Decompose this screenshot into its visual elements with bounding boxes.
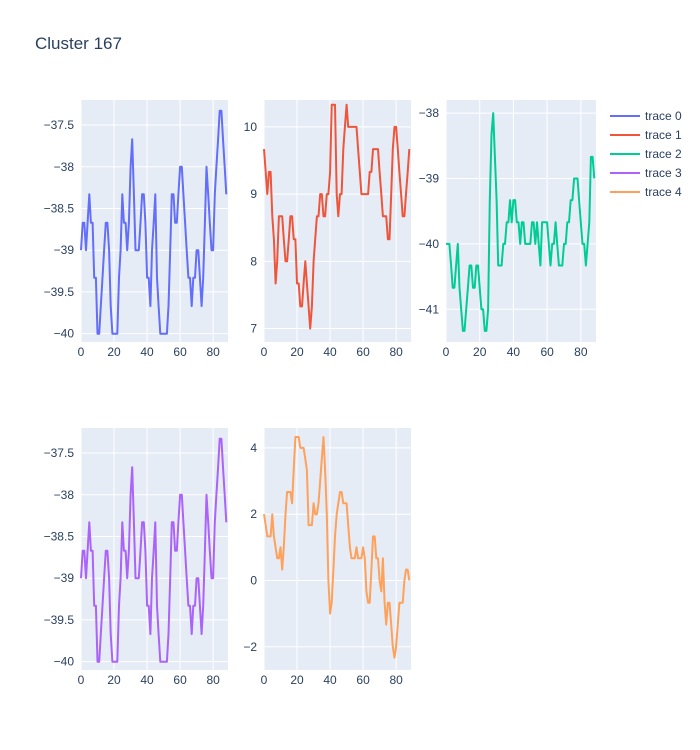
y-tick-label: −37.5: [44, 446, 75, 460]
legend-label: trace 1: [645, 127, 682, 142]
subplot-2[interactable]: 0 20 40 60 80 −38 −39 −40 −41: [419, 100, 596, 359]
x-tick-label: 0: [443, 345, 450, 359]
legend-swatch-icon: [610, 133, 640, 136]
x-tick-label: 20: [290, 345, 304, 359]
series-line-1[interactable]: [263, 103, 411, 330]
x-tick-label: 20: [107, 673, 121, 687]
subplot-0[interactable]: 0 20 40 60 80 −37.5 −38 −38.5 −39 −39.5 −40: [44, 100, 228, 359]
subplot-1[interactable]: 0 20 40 60 80 7 8 9 10: [244, 100, 411, 359]
legend-label: trace 2: [645, 146, 682, 161]
y-tick-label: 10: [244, 120, 258, 134]
legend-label: trace 0: [645, 108, 682, 123]
x-tick-label: 60: [173, 345, 187, 359]
y-tick-label: −37.5: [44, 118, 75, 132]
x-tick-label: 80: [389, 345, 403, 359]
x-tick-label: 20: [290, 673, 304, 687]
x-tick-label: 80: [389, 673, 403, 687]
legend-swatch-icon: [610, 114, 640, 117]
y-tick-label: −39.5: [44, 613, 75, 627]
y-tick-label: −39: [54, 571, 75, 585]
x-tick-label: 60: [356, 345, 370, 359]
legend[interactable]: trace 0 trace 1 trace 2 trace 3 trace 4: [610, 106, 682, 201]
legend-label: trace 4: [645, 184, 682, 199]
y-tick-label: 2: [250, 507, 257, 521]
x-tick-label: 0: [78, 673, 85, 687]
y-tick-label: −2: [243, 640, 257, 654]
x-tick-label: 40: [140, 673, 154, 687]
y-tick-label: −40: [54, 655, 75, 669]
y-tick-label: −38.5: [44, 201, 75, 215]
plot-background: [264, 100, 411, 342]
x-tick-label: 40: [323, 673, 337, 687]
legend-item-trace-2[interactable]: trace 2: [610, 144, 682, 163]
y-tick-label: −39: [419, 171, 440, 185]
legend-swatch-icon: [610, 152, 640, 155]
x-tick-label: 60: [540, 345, 554, 359]
x-tick-label: 0: [78, 345, 85, 359]
x-tick-label: 60: [173, 673, 187, 687]
y-tick-label: 8: [250, 254, 257, 268]
x-tick-label: 40: [507, 345, 521, 359]
x-tick-label: 40: [323, 345, 337, 359]
series-line-3[interactable]: [80, 437, 228, 663]
legend-item-trace-4[interactable]: trace 4: [610, 182, 682, 201]
x-tick-label: 0: [261, 345, 268, 359]
plot-background: [264, 428, 411, 670]
series-line-4[interactable]: [263, 436, 411, 659]
y-tick-label: 9: [250, 187, 257, 201]
x-tick-label: 20: [107, 345, 121, 359]
x-tick-label: 40: [140, 345, 154, 359]
y-tick-label: −38: [419, 106, 440, 120]
plot-background: [446, 100, 596, 342]
legend-swatch-icon: [610, 171, 640, 174]
chart-title: Cluster 167: [35, 34, 122, 53]
y-tick-label: −40: [54, 327, 75, 341]
legend-item-trace-3[interactable]: trace 3: [610, 163, 682, 182]
y-tick-label: 4: [250, 441, 257, 455]
legend-label: trace 3: [645, 165, 682, 180]
x-tick-label: 80: [206, 345, 220, 359]
x-tick-label: 80: [574, 345, 588, 359]
y-tick-label: −39: [54, 243, 75, 257]
x-tick-label: 60: [356, 673, 370, 687]
legend-item-trace-0[interactable]: trace 0: [610, 106, 682, 125]
y-tick-label: −39.5: [44, 285, 75, 299]
y-tick-label: −41: [419, 302, 440, 316]
subplot-3[interactable]: 0 20 40 60 80 −37.5 −38 −38.5 −39 −39.5 −40: [44, 428, 228, 687]
x-tick-label: 80: [206, 673, 220, 687]
y-tick-label: 7: [250, 322, 257, 336]
series-line-0[interactable]: [80, 109, 228, 335]
y-tick-label: −40: [419, 237, 440, 251]
y-tick-label: −38: [54, 160, 75, 174]
y-tick-label: −38: [54, 488, 75, 502]
legend-item-trace-1[interactable]: trace 1: [610, 125, 682, 144]
legend-swatch-icon: [610, 190, 640, 193]
y-tick-label: 0: [250, 573, 257, 587]
x-tick-label: 0: [261, 673, 268, 687]
x-tick-label: 20: [473, 345, 487, 359]
series-line-2[interactable]: [446, 112, 596, 332]
y-tick-label: −38.5: [44, 529, 75, 543]
